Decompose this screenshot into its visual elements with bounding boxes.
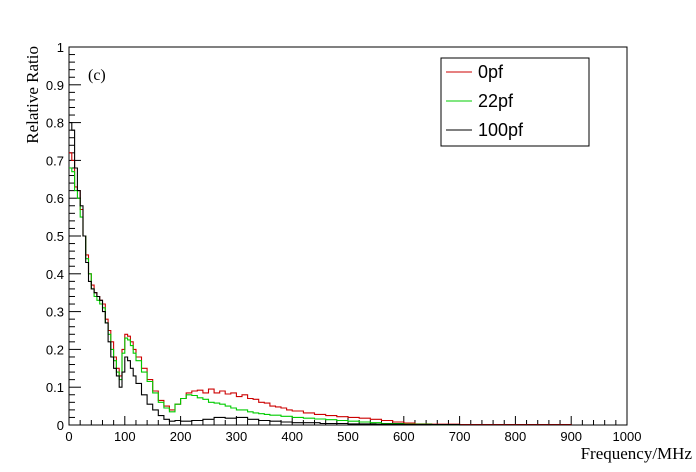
- series-line-100pf: [69, 122, 627, 426]
- x-axis: 0 100 200 300 400 500 600 700 800 900 1000: [65, 416, 641, 444]
- y-tick-label: 1: [57, 40, 64, 55]
- panel-label: (c): [88, 67, 106, 84]
- y-tick-label: 0.6: [46, 191, 64, 206]
- series-layer: [69, 122, 627, 426]
- y-axis-title: Relative Ratio: [23, 46, 42, 144]
- x-tick-label: 400: [281, 429, 303, 444]
- legend-box: [440, 57, 590, 147]
- y-tick-label: 0.1: [46, 380, 64, 395]
- y-axis: 0 0.1 0.2 0.3 0.4 0.5 0.6 0.7 0.8 0.9 1: [46, 40, 81, 433]
- x-tick-label: 900: [560, 429, 582, 444]
- y-tick-label: 0.3: [46, 305, 64, 320]
- x-tick-label: 1000: [613, 429, 642, 444]
- legend: 0pf 22pf 100pf: [440, 57, 590, 147]
- legend-label-0pf: 0pf: [478, 62, 504, 82]
- legend-label-100pf: 100pf: [478, 120, 524, 140]
- x-tick-label: 100: [114, 429, 136, 444]
- y-tick-label: 0.4: [46, 267, 64, 282]
- y-tick-label: 0: [57, 418, 64, 433]
- y-tick-label: 0.8: [46, 116, 64, 131]
- x-tick-label: 500: [337, 429, 359, 444]
- x-tick-label: 700: [449, 429, 471, 444]
- y-tick-label: 0.7: [46, 153, 64, 168]
- x-tick-label: 0: [65, 429, 72, 444]
- legend-label-22pf: 22pf: [478, 91, 514, 111]
- x-tick-label: 800: [505, 429, 527, 444]
- x-tick-label: 200: [170, 429, 192, 444]
- x-tick-label: 300: [226, 429, 248, 444]
- y-tick-label: 0.5: [46, 229, 64, 244]
- y-tick-label: 0.2: [46, 342, 64, 357]
- x-axis-title: Frequency/MHz: [581, 444, 693, 463]
- series-line-22pf: [69, 167, 627, 426]
- y-tick-label: 0.9: [46, 78, 64, 93]
- x-tick-label: 600: [393, 429, 415, 444]
